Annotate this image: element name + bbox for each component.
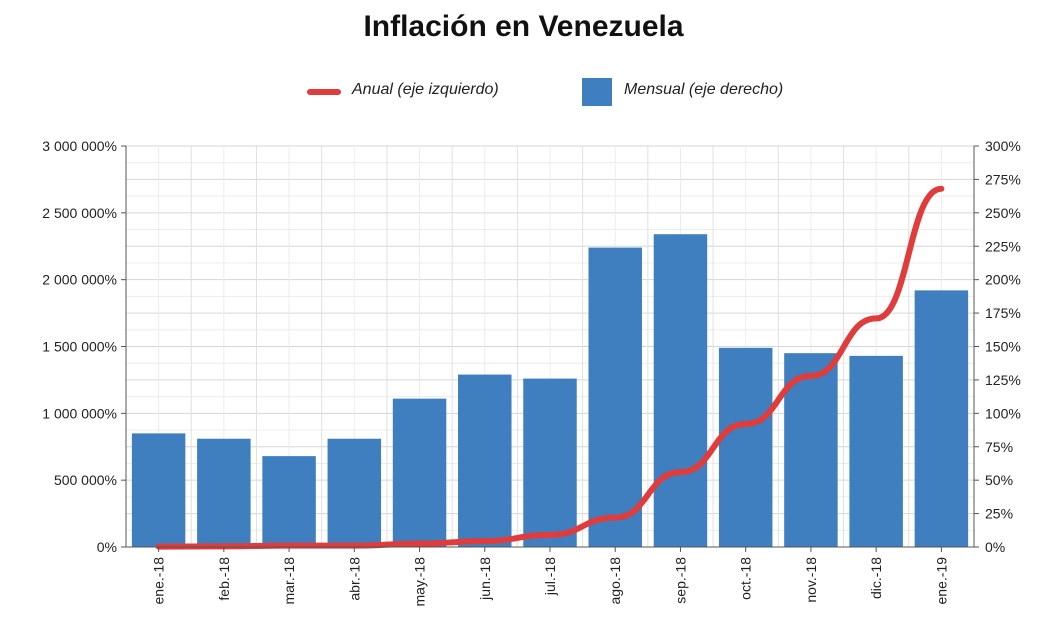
y-right-tick-label: 250%: [985, 205, 1021, 221]
y-right-tick-label: 200%: [985, 272, 1021, 288]
x-tick-label: ago.-18: [607, 557, 623, 605]
bar-mensual-12: [914, 290, 969, 547]
y-left-tick-label: 3 000 000%: [42, 138, 117, 154]
bar-mensual-11: [849, 355, 903, 547]
x-tick-label: feb.-18: [216, 557, 232, 601]
x-tick-label: sep.-18: [672, 557, 688, 604]
y-left-tick-label: 500 000%: [54, 472, 117, 488]
y-right-tick-label: 100%: [985, 405, 1021, 421]
y-left-tick-label: 1 000 000%: [42, 405, 117, 421]
bar-mensual-6: [523, 378, 577, 547]
legend: Anual (eje izquierdo) Mensual (eje derec…: [0, 78, 1047, 108]
x-tick-label: nov.-18: [803, 557, 819, 603]
y-right-tick-label: 75%: [985, 439, 1013, 455]
bar-mensual-7: [588, 247, 642, 547]
bar-mensual-4: [392, 398, 447, 547]
bar-mensual-2: [262, 456, 316, 547]
y-right-tick-label: 275%: [985, 171, 1021, 187]
x-tick-label: jun.-18: [477, 557, 493, 601]
bar-mensual-3: [327, 438, 382, 547]
x-tick-label: oct.-18: [738, 557, 754, 600]
y-right-tick-label: 175%: [985, 305, 1021, 321]
y-right-tick-label: 150%: [985, 339, 1021, 355]
y-left-tick-label: 2 000 000%: [42, 272, 117, 288]
x-tick-label: abr.-18: [346, 557, 362, 601]
bar-mensual-5: [458, 374, 512, 547]
y-right-tick-label: 125%: [985, 372, 1021, 388]
chart-title: Inflación en Venezuela: [363, 10, 684, 43]
y-right-tick-label: 225%: [985, 238, 1021, 254]
x-tick-label: dic.-18: [868, 557, 884, 599]
bar-mensual-1: [197, 438, 251, 547]
legend-label-anual: Anual (eje izquierdo): [352, 81, 499, 98]
x-tick-label: may.-18: [412, 557, 428, 607]
y-left-tick-label: 0%: [97, 539, 117, 555]
legend-line-swatch-anual: [307, 89, 341, 95]
y-right-tick-label: 50%: [985, 472, 1013, 488]
x-tick-label: mar.-18: [281, 557, 297, 605]
y-right-tick-label: 0%: [985, 539, 1005, 555]
x-tick-label: ene.-19: [933, 557, 949, 605]
bar-mensual-0: [131, 433, 186, 547]
bar-mensual-9: [718, 347, 773, 547]
line-anual: [155, 185, 945, 550]
x-tick-label: jul.-18: [542, 557, 558, 596]
y-left-tick-label: 1 500 000%: [42, 339, 117, 355]
y-right-tick-label: 25%: [985, 506, 1013, 522]
bar-mensual-8: [653, 234, 708, 547]
y-right-tick-label: 300%: [985, 138, 1021, 154]
legend-label-mensual: Mensual (eje derecho): [624, 81, 784, 98]
x-tick-label: ene.-18: [151, 557, 167, 605]
y-left-tick-label: 2 500 000%: [42, 205, 117, 221]
legend-bar-swatch-mensual: [582, 78, 612, 106]
